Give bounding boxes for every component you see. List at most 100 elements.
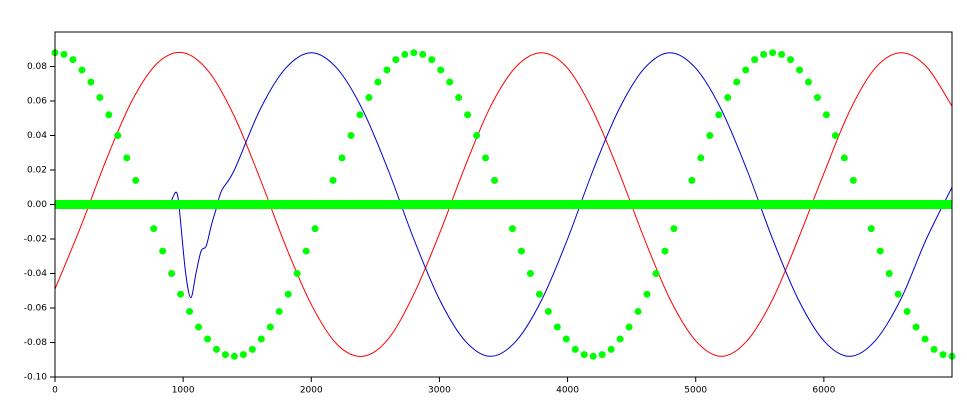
plot-area <box>51 49 956 360</box>
data-point <box>616 335 624 343</box>
data-point <box>141 201 149 208</box>
data-point <box>455 94 463 102</box>
data-point <box>203 335 211 343</box>
data-point <box>930 345 938 353</box>
data-point <box>679 201 687 208</box>
data-point <box>473 132 481 139</box>
data-point <box>275 307 283 315</box>
data-point <box>831 132 839 139</box>
data-point <box>150 225 158 233</box>
data-point <box>607 345 615 353</box>
data-point <box>105 111 113 119</box>
data-point <box>392 56 400 64</box>
y-tick-label: -0.04 <box>24 269 48 279</box>
data-point <box>840 154 848 162</box>
x-tick-label: 6000 <box>812 386 835 396</box>
data-point <box>293 270 301 277</box>
data-point <box>356 111 364 119</box>
data-point <box>491 176 499 184</box>
data-point <box>769 49 777 57</box>
x-tick-label: 3000 <box>428 386 451 396</box>
data-point <box>69 56 77 64</box>
data-point <box>284 290 292 298</box>
data-point <box>311 225 319 233</box>
data-point <box>168 270 176 277</box>
y-tick-label: 0.08 <box>27 62 47 72</box>
y-tick-label: 0.06 <box>27 97 47 107</box>
data-point <box>661 247 669 255</box>
data-point <box>96 94 104 102</box>
data-point <box>562 335 570 343</box>
data-point <box>365 94 373 102</box>
data-point <box>239 351 247 359</box>
data-point <box>464 111 472 119</box>
data-point <box>508 225 516 233</box>
data-point <box>822 111 830 119</box>
x-tick-label: 4000 <box>556 386 579 396</box>
data-point <box>553 323 561 331</box>
data-point <box>302 247 310 255</box>
data-point <box>544 307 552 315</box>
data-point <box>132 176 140 184</box>
data-point <box>589 352 597 360</box>
data-point <box>625 323 633 331</box>
data-line <box>54 51 953 357</box>
data-point <box>858 201 866 208</box>
data-point <box>446 78 454 86</box>
data-point <box>383 66 391 74</box>
x-tick-label: 2000 <box>300 386 323 396</box>
data-point <box>535 290 543 298</box>
data-point <box>894 290 902 298</box>
data-point <box>760 50 768 58</box>
data-point <box>526 270 534 277</box>
data-point <box>598 351 606 359</box>
data-point <box>410 49 418 57</box>
data-point <box>320 201 328 208</box>
x-tick-label: 0 <box>52 386 58 396</box>
y-tick-label: 0.02 <box>27 166 47 176</box>
data-point <box>724 94 732 102</box>
data-point <box>186 307 194 315</box>
data-point <box>706 132 714 139</box>
y-tick-label: 0.00 <box>27 200 47 210</box>
x-tick-label: 5000 <box>684 386 707 396</box>
data-point <box>921 335 929 343</box>
data-point <box>482 154 490 162</box>
data-point <box>697 154 705 162</box>
data-point <box>885 270 893 277</box>
data-point <box>813 94 821 102</box>
data-point <box>78 66 86 74</box>
data-point <box>437 66 445 74</box>
data-point <box>751 56 759 64</box>
data-point <box>177 290 185 298</box>
data-line <box>54 52 953 357</box>
data-point <box>60 50 68 58</box>
data-point <box>500 201 507 208</box>
y-tick-label: -0.10 <box>24 373 48 383</box>
data-point <box>796 66 804 74</box>
data-point <box>374 78 382 86</box>
y-tick-label: -0.02 <box>24 235 47 245</box>
y-tick-label: -0.08 <box>24 338 48 348</box>
data-point <box>849 176 857 184</box>
data-point <box>643 290 651 298</box>
data-point <box>876 247 884 255</box>
data-point <box>670 225 678 233</box>
data-point <box>212 345 220 353</box>
data-point <box>688 176 696 184</box>
data-point <box>787 56 795 64</box>
data-point <box>778 50 786 58</box>
data-point <box>580 351 588 359</box>
data-point <box>804 78 812 86</box>
data-point <box>634 307 642 315</box>
data-point <box>114 132 122 139</box>
data-point <box>87 78 95 86</box>
data-point <box>401 50 409 58</box>
data-point <box>652 270 660 277</box>
data-point <box>742 66 750 74</box>
data-point <box>419 50 427 58</box>
y-tick-label: 0.04 <box>27 131 47 141</box>
data-point <box>266 323 274 331</box>
data-point <box>195 323 203 331</box>
